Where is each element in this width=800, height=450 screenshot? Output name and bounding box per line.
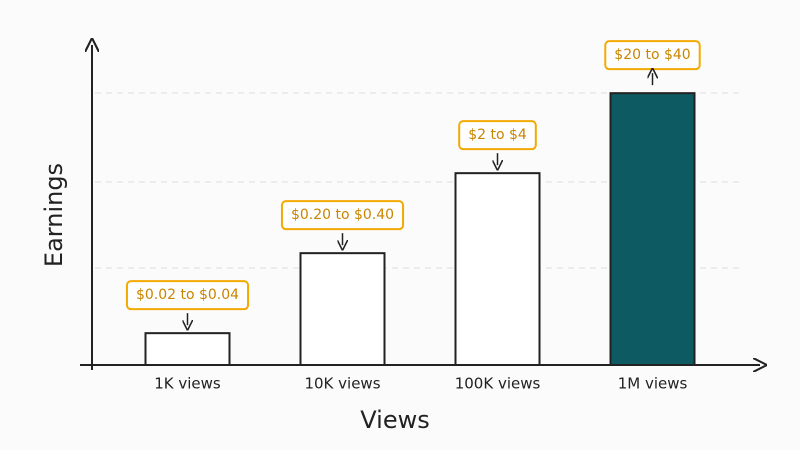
value-label-box (125, 280, 250, 311)
value-label-box (280, 200, 405, 231)
bar (299, 252, 386, 366)
bar (454, 172, 541, 366)
grid (95, 92, 740, 269)
y-axis-label: Earnings (40, 163, 68, 267)
x-tick-label: 100K views (455, 375, 541, 393)
value-label: $2 to $4 (468, 127, 527, 143)
x-tick-label: 1K views (154, 375, 221, 393)
value-label-box (458, 120, 537, 151)
x-tick-label: 1M views (618, 375, 688, 393)
bar (609, 92, 696, 367)
x-tick-label: 10K views (304, 375, 380, 393)
value-label: $0.02 to $0.04 (136, 287, 239, 303)
bar (144, 332, 231, 366)
value-label: $20 to $40 (614, 47, 690, 63)
value-label: $0.20 to $0.40 (291, 207, 394, 223)
x-axis-label: Views (360, 406, 429, 434)
